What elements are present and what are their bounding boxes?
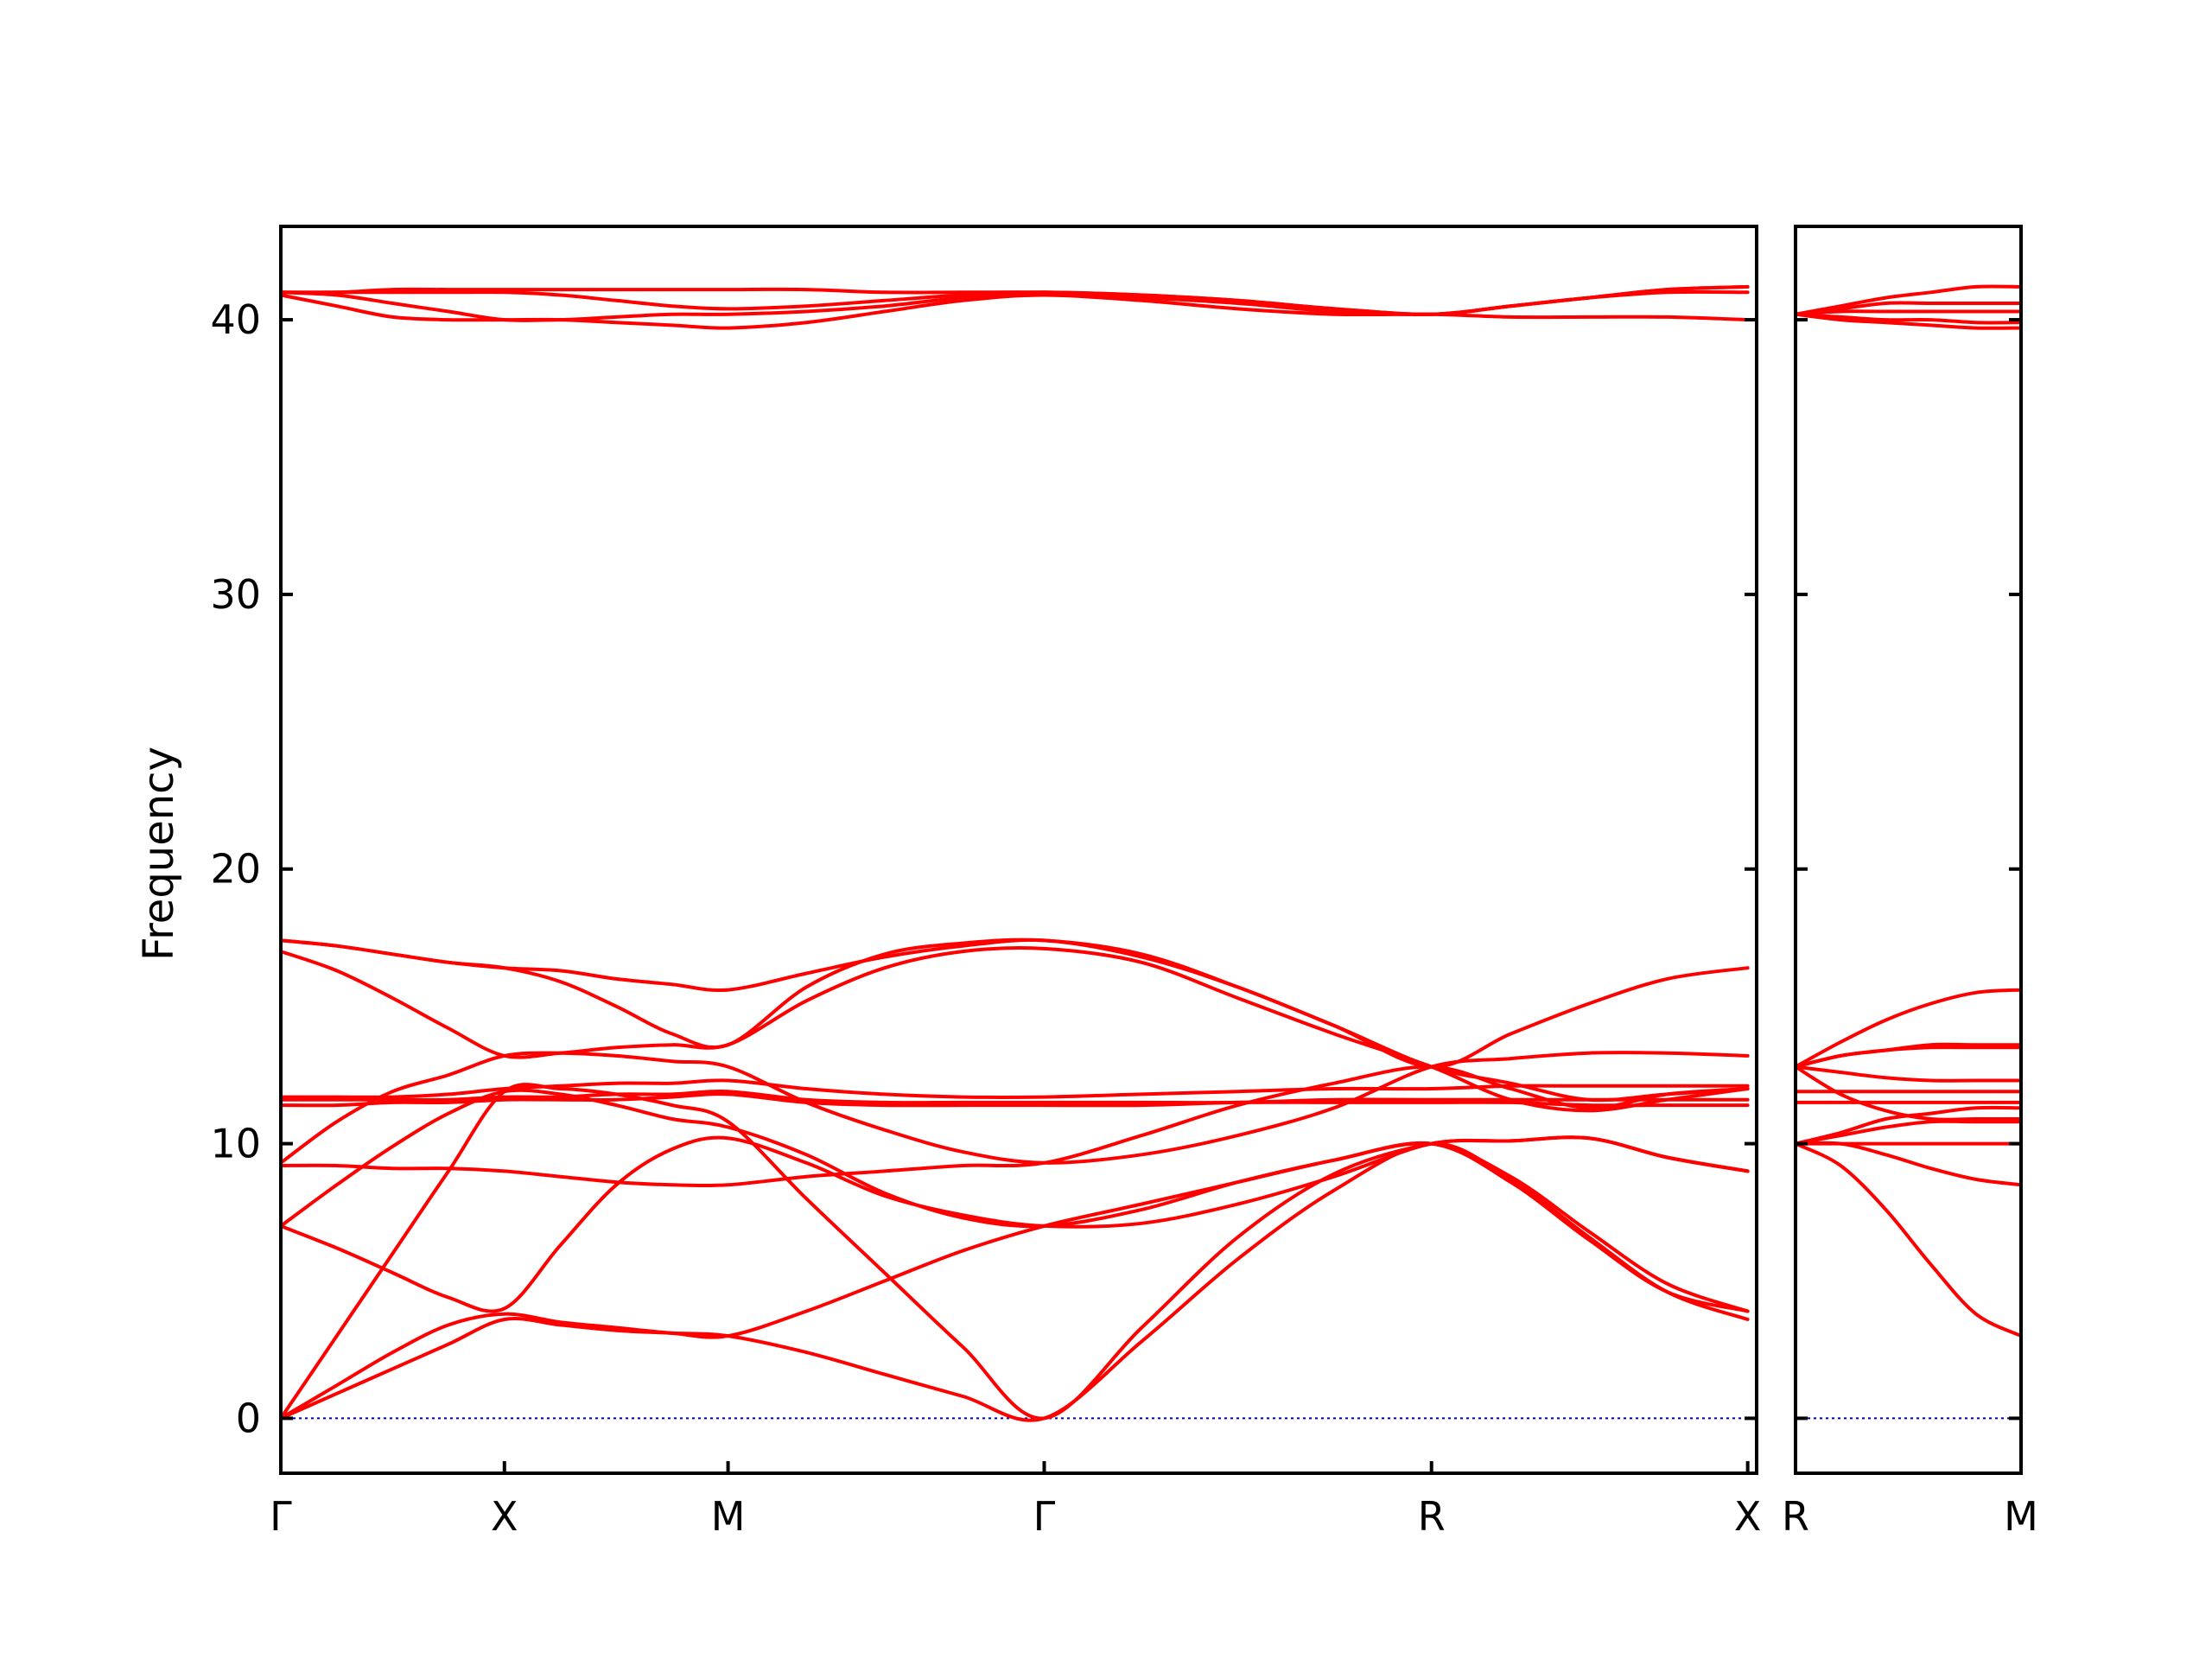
y-axis-label: Frequency <box>135 747 183 961</box>
band-line-10 <box>279 1078 1750 1099</box>
band-line-1 <box>1794 1141 2023 1338</box>
x-tick-label: X <box>1734 1493 1762 1540</box>
y-tick-label: 20 <box>210 846 261 893</box>
band-line-12 <box>1794 988 2023 1069</box>
x-tick-label: R <box>1782 1493 1809 1540</box>
band-line-13 <box>1794 312 2023 330</box>
band-line-2 <box>279 1141 1750 1421</box>
plot-frame <box>1794 225 2023 1475</box>
band-line-6 <box>279 1065 1750 1188</box>
band-line-5 <box>279 1088 1750 1313</box>
band-line-14 <box>279 293 1750 330</box>
band-line-12 <box>279 938 1750 1069</box>
band-line-11 <box>279 945 1750 1113</box>
band-line-9 <box>1794 1065 2023 1083</box>
x-tick-label: Γ <box>270 1493 292 1540</box>
band-line-15 <box>1794 309 2023 316</box>
y-tick-label: 30 <box>210 571 261 618</box>
x-tick-label: M <box>711 1493 746 1540</box>
band-line-16 <box>1794 301 2023 316</box>
x-tick-label: X <box>491 1493 518 1540</box>
y-tick-label: 10 <box>210 1121 261 1167</box>
band-line-3 <box>279 1083 1750 1421</box>
band-line-14 <box>1794 312 2023 325</box>
band-line-9 <box>279 1090 1750 1105</box>
band-line-11 <box>1794 1042 2023 1069</box>
band-line-17 <box>1794 284 2023 316</box>
band-line-8 <box>279 1092 1750 1108</box>
x-tick-label: M <box>2004 1493 2038 1540</box>
band-line-3 <box>1794 1141 2023 1187</box>
band-line-4 <box>1794 1119 2023 1146</box>
band-line-1 <box>279 1141 1750 1422</box>
y-tick-label: 0 <box>236 1395 261 1441</box>
x-tick-label: Γ <box>1033 1493 1056 1540</box>
y-tick-label: 40 <box>210 296 261 343</box>
plot-frame <box>279 225 1758 1475</box>
x-tick-label: R <box>1418 1493 1446 1540</box>
y-axis: 0 10 20 30 40 <box>210 296 261 1441</box>
band-line-7 <box>279 1051 1750 1165</box>
band-line-17 <box>279 284 1750 316</box>
band-line-13 <box>279 938 1750 1103</box>
